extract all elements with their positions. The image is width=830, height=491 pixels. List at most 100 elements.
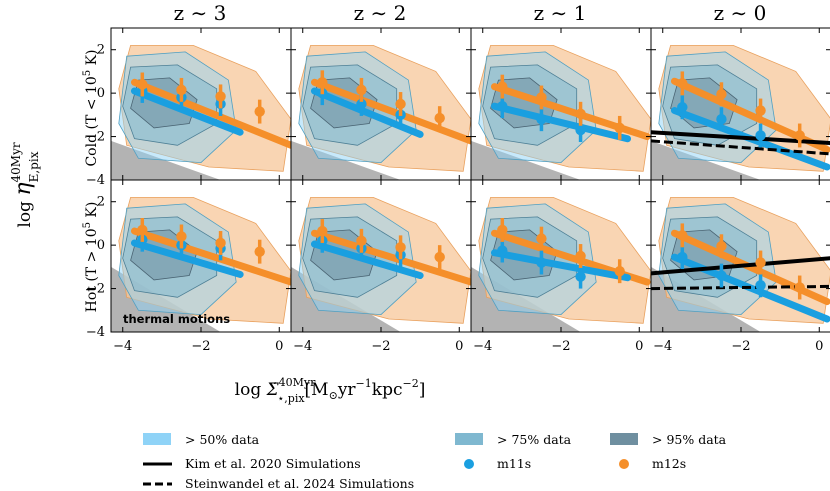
m11s-fit-line [490,102,632,143]
x-tick-label: −4 [293,339,312,354]
m12s-fit-line [310,78,471,145]
m12s-point [755,105,766,116]
m12s-point [215,237,226,249]
steinwandel-2024-line [651,139,830,156]
col-title-z1: z ∼ 1 [534,1,587,25]
m11s-point [755,130,766,141]
m12s-point [755,257,766,268]
panel-content [651,196,830,332]
m11s-point [536,114,547,125]
m12s-point [395,98,406,110]
m11s-fit-line [130,87,244,136]
y-tick-label: 0 [97,238,105,253]
y-tick-label: −4 [86,325,105,340]
m12s-point [395,242,406,253]
panel-r1-c3: −4 −2 0 [650,179,830,354]
m12s-fit-line [310,229,471,286]
legend-label-m12s: m12s [652,456,686,471]
m12s-point [356,235,367,246]
m12s-point [434,112,445,124]
panel-r0-c0: −4 −2 0 2 [86,27,292,188]
m11s-point [677,251,688,263]
legend-swatch-50 [143,433,171,445]
panel-content [111,196,291,332]
m12s-point [434,251,445,263]
legend-swatch-75 [455,433,483,445]
m12s-point [176,84,187,96]
x-tick-label: 0 [815,339,823,354]
m11s-point [497,245,508,256]
panel-content [291,45,471,180]
m11s-fit-line [130,239,244,278]
x-tick-label: 0 [455,339,463,354]
m12s-fit-line [130,78,291,149]
m12s-point [716,89,727,100]
panel-content [471,196,651,332]
y-tick-label: 2 [97,43,105,58]
m12s-point [497,81,508,92]
y-tick-label: −2 [86,282,105,297]
m12s-point [677,78,688,89]
legend: > 50% data > 75% data > 95% data Kim et … [143,432,727,491]
m11s-point [716,114,727,125]
panel-content [651,45,830,180]
x-tick-label: −4 [653,339,672,354]
m12s-fit-line [130,227,291,286]
panel-content [471,45,651,180]
m12s-point [575,250,586,262]
row-label-cold: Cold (T < 105 K) [82,49,100,166]
m11s-point [755,280,766,291]
legend-label-75: > 75% data [497,432,572,447]
m12s-point [254,246,265,257]
panel-r1-c1: −4 −2 0 [290,179,472,354]
legend-label-m11s: m11s [497,456,531,471]
kim-2020-line [651,256,830,276]
x-tick-label: 0 [275,339,283,354]
m12s-point [317,225,328,237]
y-tick-label: 2 [97,195,105,210]
legend-swatch-95 [610,433,638,445]
legend-label-95: > 95% data [652,432,727,447]
x-tick-label: −4 [473,339,492,354]
m12s-point [536,92,547,103]
m12s-point [254,106,265,117]
y-tick-label: 0 [97,86,105,101]
m11s-point [356,98,367,110]
col-title-z0: z ∼ 0 [714,1,767,25]
thermal-motions-label: thermal motions [123,312,230,326]
panel-r0-c3 [650,27,830,181]
m12s-point [575,108,586,119]
panel-r1-c0: −4 −2 0 −4 −2 0 2 thermal motions [86,179,292,354]
m12s-point [614,122,625,134]
m12s-point [317,77,328,88]
m11s-fit-line [490,249,632,282]
x-tick-label: −2 [551,339,570,354]
m11s-fit-line [310,240,424,280]
x-tick-label: −2 [371,339,390,354]
y-tick-label: −4 [86,173,105,188]
m11s-point [575,271,586,282]
m12s-point [356,84,367,96]
m12s-point [137,224,148,236]
panel-r0-c2 [470,27,652,181]
col-title-z2: z ∼ 2 [354,1,407,25]
m11s-point [536,257,547,268]
col-title-z3: z ∼ 3 [174,1,227,25]
m12s-point [497,224,508,236]
x-axis-label: log Σ̇40Myr ⋆,pix[M⊙yr−1kpc−2] [235,376,426,405]
m11s-point [716,270,727,281]
legend-marker-m11s [464,459,474,469]
legend-label-50: > 50% data [185,432,260,447]
m11s-point [677,102,688,113]
x-tick-label: −4 [113,339,132,354]
m11s-point [575,124,586,136]
panel-content [111,45,291,180]
panel-content [291,196,471,332]
x-tick-label: −2 [731,339,750,354]
m12s-point [677,230,688,241]
legend-label-kim: Kim et al. 2020 Simulations [185,456,361,471]
panel-r0-c1 [290,27,472,181]
x-tick-label: 0 [635,339,643,354]
